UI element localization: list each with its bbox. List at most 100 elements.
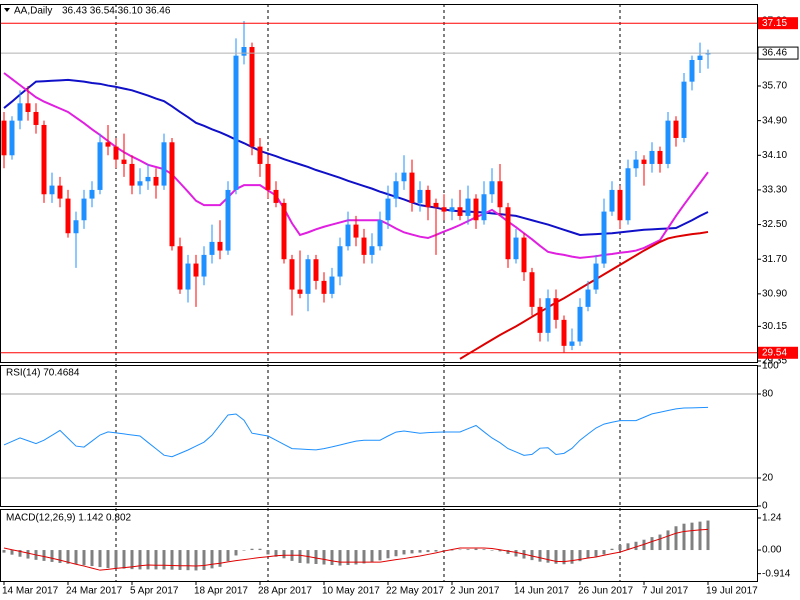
candle-body — [593, 263, 599, 290]
y-tick-label: 34.10 — [762, 150, 787, 161]
candle-body — [633, 159, 639, 169]
macd-bar — [458, 549, 462, 551]
candle-body — [537, 306, 543, 333]
price-pane-border — [0, 4, 758, 363]
macd-bar — [202, 550, 206, 570]
macd-bar — [162, 550, 166, 570]
y-tick-label: 0 — [762, 501, 768, 512]
candle-body — [569, 341, 575, 346]
candle-body — [609, 189, 615, 212]
macd-bar — [634, 541, 638, 551]
y-tick-label: 0.00 — [762, 545, 782, 556]
y-tick-label: 31.70 — [762, 254, 787, 265]
candle-body — [217, 241, 223, 251]
candle-body — [353, 224, 359, 238]
candle-body — [705, 53, 711, 55]
candle-body — [89, 189, 95, 199]
candle-body — [209, 241, 215, 255]
macd-bar — [170, 550, 174, 570]
x-tick-label: 28 Apr 2017 — [258, 586, 312, 597]
candle-body — [361, 237, 367, 255]
line — [3, 528, 709, 571]
macd-bar — [514, 550, 518, 557]
macd-bar — [410, 550, 414, 554]
candle-body — [313, 259, 319, 281]
candle-body — [81, 198, 87, 221]
macd-bar — [434, 550, 438, 552]
level-label: 37.15 — [762, 18, 787, 29]
x-tick-label: 2 Jun 2017 — [450, 586, 500, 597]
candle-body — [489, 181, 495, 195]
candle-body — [249, 47, 255, 147]
y-tick-label: 100 — [762, 361, 779, 372]
macd-bar — [218, 550, 222, 567]
pane-title: RSI(14) 70.4684 — [6, 368, 80, 379]
macd-bar — [506, 550, 510, 554]
candle-body — [497, 181, 503, 208]
x-tick-label: 5 Apr 2017 — [130, 586, 179, 597]
macd-bar — [706, 520, 710, 551]
x-tick-label: 18 Apr 2017 — [194, 586, 248, 597]
candle-body — [233, 55, 239, 190]
macd-bar — [74, 550, 78, 565]
macd-bar — [114, 550, 118, 569]
candle-body — [17, 103, 23, 121]
period-separators — [115, 4, 621, 582]
macd-bar — [50, 550, 54, 562]
candle-body — [201, 254, 207, 277]
macd-bar — [530, 550, 534, 561]
candle-body — [41, 124, 47, 195]
macd-bar — [90, 550, 94, 567]
candle-body — [545, 298, 551, 333]
macd-bar — [26, 550, 30, 559]
macd-bar — [466, 549, 470, 551]
candle-body — [33, 111, 39, 125]
menu-arrow[interactable] — [4, 8, 10, 12]
macd-bar — [450, 550, 454, 551]
candle-body — [137, 181, 143, 186]
macd-bar — [130, 550, 134, 570]
candle-body — [193, 263, 199, 277]
macd-pane-border — [0, 509, 758, 582]
macd-bar — [282, 550, 286, 559]
candle-body — [465, 198, 471, 216]
macd-bar — [418, 550, 422, 553]
candle-body — [505, 207, 511, 260]
candle-body — [385, 198, 391, 221]
macd-bar — [666, 530, 670, 551]
macd-bar — [178, 550, 182, 570]
macd-bar — [82, 550, 86, 566]
macd-bar — [690, 522, 694, 551]
x-tick-label: 24 Mar 2017 — [66, 586, 123, 597]
candle-body — [697, 55, 703, 61]
macd-bar — [322, 550, 326, 565]
macd-bar — [346, 550, 350, 566]
chart-title: AA,Daily — [14, 6, 52, 17]
candle-body — [473, 198, 479, 221]
macd-bar — [482, 549, 486, 551]
macd-bar — [570, 550, 574, 564]
macd-bar — [562, 550, 566, 565]
line — [459, 230, 709, 360]
x-tick-label: 14 Jun 2017 — [514, 586, 569, 597]
macd-bar — [610, 548, 614, 551]
macd-bar — [226, 550, 230, 562]
candle-body — [409, 172, 415, 203]
pane-0 — [1, 21, 711, 360]
macd-bar — [106, 550, 110, 569]
candle-body — [169, 142, 175, 247]
macd-bar — [2, 550, 6, 553]
macd-bar — [490, 550, 494, 551]
macd-bar — [362, 550, 366, 564]
chart-subtitle: 36.43 36.54 36.10 36.46 — [62, 6, 171, 17]
candle-body — [425, 189, 431, 208]
candle-body — [441, 207, 447, 212]
candle-body — [625, 168, 631, 221]
macd-bar — [498, 550, 502, 552]
pane-1 — [1, 393, 757, 479]
x-tick-label: 19 Jul 2017 — [706, 586, 758, 597]
candle-body — [553, 298, 559, 320]
candle-body — [345, 224, 351, 247]
macd-bar — [594, 550, 598, 557]
rsi-pane-border — [0, 365, 758, 507]
